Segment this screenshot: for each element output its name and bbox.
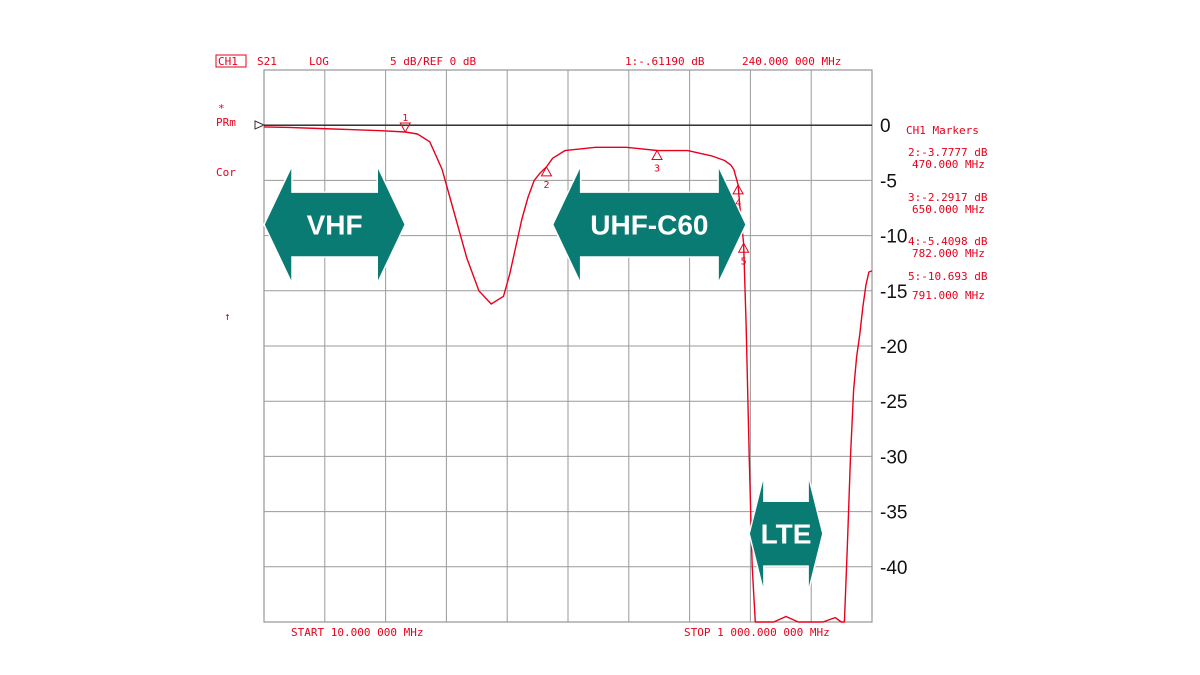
y-tick-labels: 0 -5 -10 -15 -20 -25 -30 -35 -40 (880, 116, 907, 579)
y-tick-label: -10 (880, 227, 907, 248)
marker-1-symbol (399, 122, 412, 133)
y-tick-label: -30 (880, 447, 907, 468)
y-tick-label: 0 (880, 116, 891, 137)
marker-4-freq: 782.000 MHz (912, 247, 985, 260)
marker-5-value: 5:-10.693 dB (908, 270, 988, 283)
band-arrow-2 (748, 474, 824, 593)
marker-table: CH1 Markers 2:-3.7777 dB 470.000 MHz 3:-… (906, 124, 988, 302)
y-tick-label: -40 (880, 558, 907, 579)
marker-1-label: 1 (402, 113, 408, 124)
parameter-label: S21 (257, 55, 277, 68)
markers-title: CH1 Markers (906, 124, 979, 137)
band-labels: VHF UHF-C60 LTE (263, 165, 824, 593)
marker-4-value: 4:-5.4098 dB (908, 235, 988, 248)
band-arrow-0 (263, 165, 407, 284)
marker-4-label: 4 (735, 198, 741, 209)
marker-5-label: 5 (741, 256, 747, 267)
stop-label: STOP 1 000.000 000 MHz (684, 626, 830, 639)
y-tick-label: -35 (880, 503, 907, 524)
header: CH1 S21 LOG 5 dB/REF 0 dB 1:-.61190 dB 2… (215, 54, 841, 68)
y-tick-label: -25 (880, 392, 907, 413)
star-label: * (218, 102, 225, 115)
y-tick-label: -15 (880, 282, 907, 303)
reference-pointer-icon (254, 120, 266, 130)
channel-label: CH1 (218, 55, 238, 68)
marker-2-symbol (540, 165, 553, 177)
band-label-0: VHF (307, 210, 363, 241)
prm-label: PRm (216, 116, 236, 129)
band-arrow-1 (551, 165, 747, 284)
marker-3-label: 3 (654, 164, 660, 175)
trace-markers: 1 2 3 4 5 (399, 113, 750, 267)
marker-5-symbol (737, 242, 750, 253)
start-label: START 10.000 000 MHz (291, 626, 423, 639)
marker-3-value: 3:-2.2917 dB (908, 191, 988, 204)
side-labels: * PRm Cor ↑ (216, 102, 266, 323)
marker-3-symbol (651, 149, 663, 161)
channel-badge (215, 54, 247, 68)
y-tick-label: -20 (880, 337, 907, 358)
active-marker-value: 1:-.61190 dB (625, 55, 705, 68)
marker-2-freq: 470.000 MHz (912, 158, 985, 171)
y-tick-label: -5 (880, 171, 897, 192)
marker-3-freq: 650.000 MHz (912, 203, 985, 216)
marker-5-freq: 791.000 MHz (912, 289, 985, 302)
active-marker-freq: 240.000 000 MHz (742, 55, 841, 68)
scale-label: 5 dB/REF 0 dB (390, 55, 476, 68)
marker-2-value: 2:-3.7777 dB (908, 146, 988, 159)
cor-label: Cor (216, 166, 236, 179)
marker-2-label: 2 (543, 180, 549, 191)
trace (263, 126, 873, 623)
marker-4-symbol (732, 183, 744, 195)
format-label: LOG (309, 55, 329, 68)
band-label-1: UHF-C60 (590, 210, 708, 241)
band-label-2: LTE (761, 519, 812, 550)
scale-arrow-label: ↑ (224, 310, 231, 323)
trace-line-0 (263, 126, 873, 623)
